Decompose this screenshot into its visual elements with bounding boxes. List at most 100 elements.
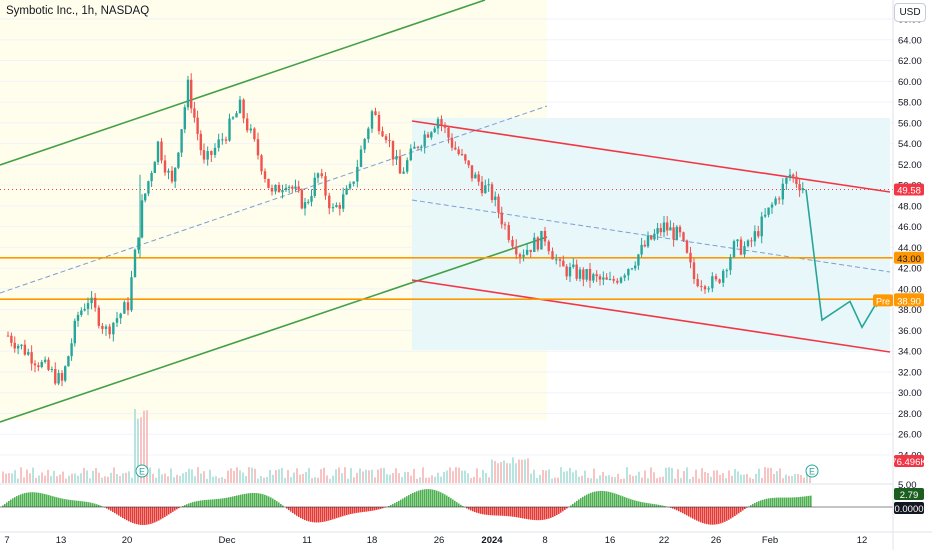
- volume-bar: [251, 467, 253, 483]
- candle-body: [10, 335, 13, 343]
- oscillator-bar: [382, 507, 384, 509]
- last-price-badge: 49.58: [897, 185, 921, 196]
- oscillator-bar: [54, 496, 56, 507]
- oscillator-bar: [622, 496, 624, 507]
- volume-bar: [107, 476, 109, 483]
- oscillator-bar: [148, 507, 150, 525]
- candle-body: [43, 359, 47, 362]
- candle-body: [16, 345, 20, 349]
- volume-bar: [209, 469, 211, 483]
- oscillator-bar: [212, 499, 214, 507]
- volume-bar: [413, 468, 415, 483]
- volume-bar: [716, 470, 718, 483]
- candles: [6, 73, 804, 387]
- candle-body: [83, 308, 86, 311]
- volume-bar: [686, 467, 688, 483]
- volume-bar: [629, 474, 631, 483]
- oscillator-bar: [126, 507, 128, 521]
- oscillator-bar: [558, 507, 560, 514]
- volume-bar: [143, 410, 145, 483]
- oscillator-bar: [498, 507, 500, 516]
- volume-bar: [170, 468, 172, 483]
- volume-badge-bg: [894, 455, 924, 467]
- volume-bar: [800, 475, 802, 483]
- volume-bar: [758, 468, 760, 483]
- oscillator-bar: [172, 507, 174, 512]
- oscillator-bar: [252, 492, 254, 507]
- oscillator-bar: [538, 507, 540, 521]
- volume-bar: [605, 475, 607, 483]
- volume-bar: [722, 473, 724, 483]
- volume-bar: [275, 470, 277, 483]
- oscillator-bar: [218, 498, 220, 507]
- oscillator-bar: [278, 502, 280, 507]
- candle-body: [582, 269, 585, 280]
- oscillator-bar: [600, 490, 602, 507]
- candle-body: [433, 128, 436, 133]
- premarket-label-bg: [873, 294, 893, 307]
- candle-body: [335, 205, 338, 208]
- volume-bar: [239, 470, 241, 483]
- oscillator-bar: [694, 507, 696, 520]
- candle-body: [533, 237, 536, 253]
- candle-body: [650, 235, 653, 240]
- volume-bar: [38, 475, 40, 483]
- oscillator-bar: [92, 503, 94, 507]
- oscillator-bar: [556, 507, 558, 516]
- candle-body: [363, 139, 366, 150]
- oscillator-bar: [130, 507, 132, 523]
- candle-body: [457, 149, 460, 155]
- candle-body: [193, 108, 196, 118]
- volume-bar: [341, 473, 343, 483]
- volume-bar: [314, 477, 316, 483]
- volume-bar: [98, 472, 100, 483]
- oscillator-bar: [36, 492, 38, 507]
- volume-bar: [458, 467, 460, 483]
- oscillator-bar: [792, 497, 794, 507]
- volume-bar: [620, 478, 622, 483]
- candle-body: [608, 278, 612, 280]
- currency-button[interactable]: USD: [894, 3, 926, 22]
- oscillator-bar: [368, 507, 370, 512]
- oscillator-bar: [98, 504, 100, 507]
- volume-bar: [653, 472, 655, 483]
- volume-bar: [95, 468, 97, 483]
- oscillator-bar: [774, 497, 776, 507]
- oscillator-bar: [62, 498, 64, 507]
- oscillator-bar: [476, 507, 478, 513]
- time-tick-label: 18: [367, 535, 378, 546]
- volume-bar: [638, 471, 640, 483]
- oscillator-bar: [18, 495, 20, 507]
- candle-body: [359, 149, 363, 167]
- oscillator-bar: [754, 503, 756, 507]
- candle-body: [605, 277, 608, 280]
- volume-bar: [608, 475, 610, 483]
- candle-body: [90, 297, 93, 304]
- oscillator-bar: [412, 493, 414, 507]
- oscillator-bar: [178, 507, 180, 509]
- volume-bar: [527, 458, 529, 483]
- volume-bar: [614, 477, 616, 483]
- volume-bar: [530, 473, 532, 483]
- candle-body: [310, 195, 313, 202]
- oscillator-bar: [236, 495, 238, 507]
- candle-body: [464, 154, 467, 161]
- candle-body: [562, 260, 565, 267]
- oscillator-bar: [366, 507, 368, 512]
- volume-bar: [395, 468, 397, 483]
- price-tick-label: 38.00: [898, 305, 922, 316]
- candle-body: [147, 181, 150, 194]
- volume-bar: [218, 478, 220, 483]
- volume-bar: [146, 410, 148, 483]
- oscillator-bar: [312, 507, 314, 523]
- volume-bar: [488, 477, 490, 483]
- projection-path: [805, 189, 879, 330]
- oscillator-bar: [804, 496, 806, 507]
- candle-body: [507, 225, 510, 240]
- oscillator-bar: [460, 504, 462, 507]
- oscillator-bar: [540, 507, 542, 521]
- candle-body: [27, 352, 30, 355]
- volume-bar: [353, 477, 355, 483]
- candle-body: [70, 343, 73, 357]
- candle-body: [662, 222, 666, 233]
